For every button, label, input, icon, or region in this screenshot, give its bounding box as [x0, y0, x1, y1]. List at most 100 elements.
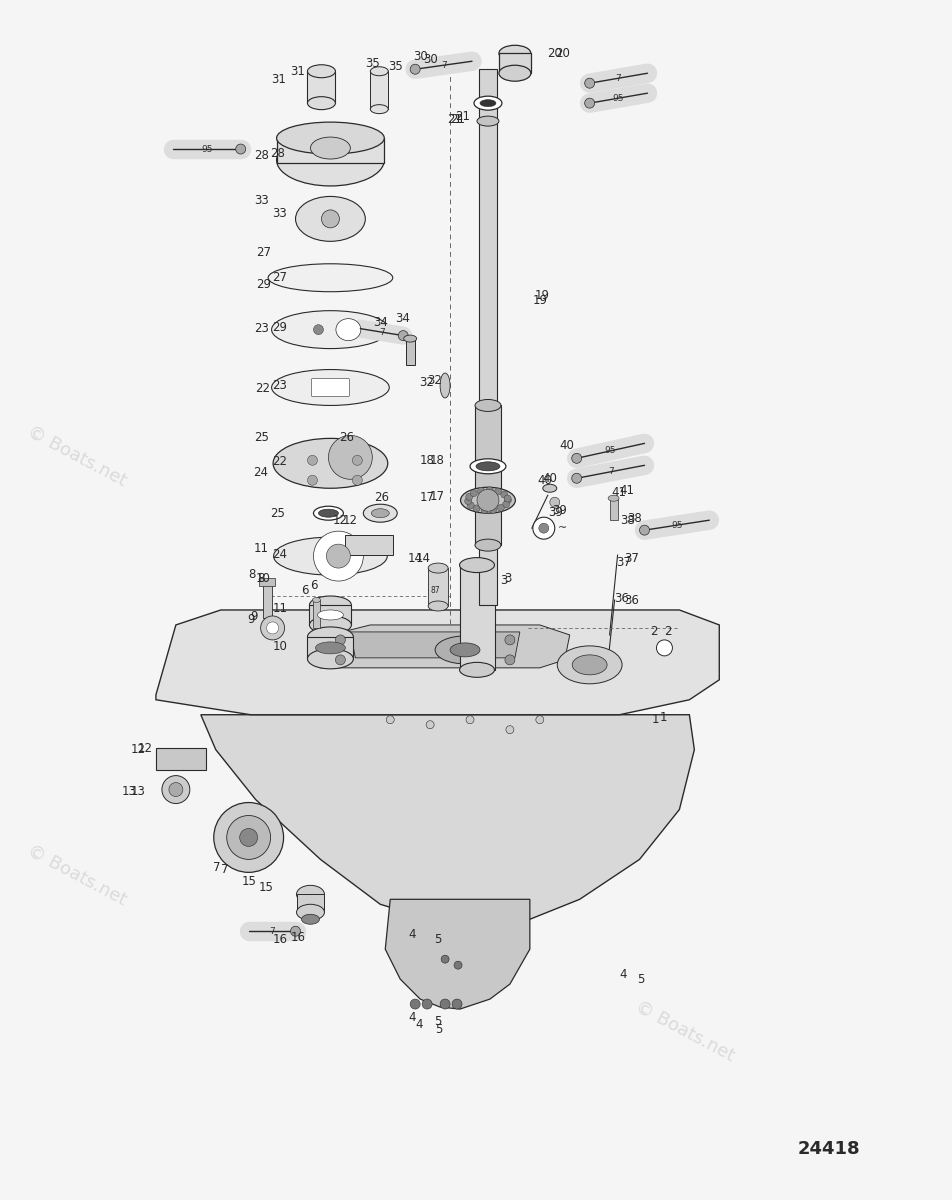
Text: 21: 21: [447, 113, 463, 126]
Ellipse shape: [460, 558, 494, 572]
Text: ~: ~: [558, 523, 567, 533]
Circle shape: [227, 816, 270, 859]
Ellipse shape: [317, 610, 344, 620]
Text: 23: 23: [254, 322, 269, 335]
Text: 33: 33: [272, 208, 288, 221]
Text: 29: 29: [256, 278, 271, 292]
Text: 95: 95: [613, 94, 625, 103]
Text: 21: 21: [450, 113, 466, 126]
Ellipse shape: [312, 598, 321, 602]
Ellipse shape: [273, 438, 387, 488]
Text: 9: 9: [247, 613, 254, 626]
Ellipse shape: [307, 649, 353, 668]
Ellipse shape: [307, 97, 335, 109]
Circle shape: [505, 497, 511, 504]
Ellipse shape: [307, 65, 335, 78]
Ellipse shape: [370, 104, 388, 114]
Circle shape: [441, 955, 449, 964]
Circle shape: [486, 487, 493, 493]
Ellipse shape: [310, 137, 350, 160]
Text: 8: 8: [248, 568, 256, 581]
Circle shape: [313, 325, 324, 335]
Text: 31: 31: [290, 65, 306, 78]
Text: 12: 12: [130, 743, 146, 756]
Text: 7: 7: [221, 863, 228, 876]
Bar: [428, 568, 448, 606]
Circle shape: [494, 488, 502, 496]
Ellipse shape: [315, 642, 346, 654]
Circle shape: [236, 144, 246, 154]
Text: 28: 28: [254, 149, 269, 162]
Text: 37: 37: [625, 552, 640, 564]
Text: 38: 38: [627, 511, 643, 524]
Text: 34: 34: [395, 312, 410, 325]
Ellipse shape: [460, 662, 494, 677]
Circle shape: [640, 526, 649, 535]
Bar: [370, 71, 388, 109]
Polygon shape: [156, 610, 720, 715]
Text: 27: 27: [256, 246, 271, 259]
Circle shape: [214, 803, 284, 872]
Ellipse shape: [572, 655, 607, 674]
Circle shape: [335, 635, 346, 644]
Bar: [346, 535, 393, 556]
Text: 25: 25: [270, 506, 286, 520]
Text: 20: 20: [555, 47, 569, 60]
Bar: [499, 53, 531, 73]
Ellipse shape: [477, 116, 499, 126]
Text: 19: 19: [532, 294, 547, 307]
Text: 11: 11: [272, 602, 288, 616]
Circle shape: [572, 473, 582, 484]
Text: 23: 23: [272, 379, 288, 392]
Text: 36: 36: [625, 594, 640, 606]
Polygon shape: [386, 899, 530, 1009]
Circle shape: [322, 210, 340, 228]
Text: 27: 27: [272, 271, 288, 284]
Circle shape: [422, 1000, 432, 1009]
Text: 2: 2: [664, 625, 672, 638]
Circle shape: [506, 726, 514, 733]
Circle shape: [539, 523, 548, 533]
Bar: [307, 637, 353, 659]
Ellipse shape: [268, 264, 393, 292]
Text: 29: 29: [272, 322, 288, 334]
Circle shape: [169, 782, 183, 797]
Ellipse shape: [450, 643, 480, 656]
Circle shape: [470, 490, 477, 497]
Ellipse shape: [428, 563, 448, 574]
Ellipse shape: [557, 646, 622, 684]
Circle shape: [387, 715, 394, 724]
Polygon shape: [350, 632, 520, 658]
Ellipse shape: [307, 626, 353, 647]
Text: 95: 95: [201, 144, 212, 154]
Circle shape: [267, 622, 279, 634]
Text: 5: 5: [638, 973, 645, 985]
Text: 36: 36: [614, 592, 629, 605]
Text: 39: 39: [552, 504, 567, 517]
Circle shape: [313, 532, 364, 581]
Polygon shape: [201, 715, 694, 924]
Text: 14: 14: [407, 552, 423, 564]
Text: 14: 14: [415, 552, 430, 564]
Text: 18: 18: [430, 454, 445, 467]
Text: 40: 40: [543, 472, 558, 485]
Text: 18: 18: [420, 454, 434, 467]
Ellipse shape: [480, 100, 496, 107]
Ellipse shape: [476, 462, 500, 470]
Text: 33: 33: [254, 194, 269, 208]
Text: 87: 87: [430, 586, 440, 594]
Circle shape: [352, 455, 363, 466]
Circle shape: [410, 65, 420, 74]
Bar: [407, 338, 415, 365]
Circle shape: [478, 487, 485, 494]
Text: 41: 41: [611, 486, 626, 499]
Circle shape: [585, 78, 595, 88]
Bar: [277, 138, 385, 163]
Circle shape: [426, 721, 434, 728]
Circle shape: [440, 1000, 450, 1009]
Text: 24: 24: [253, 466, 268, 479]
Circle shape: [481, 506, 488, 514]
Circle shape: [505, 635, 515, 644]
Ellipse shape: [309, 616, 351, 634]
Text: 1: 1: [652, 713, 659, 726]
